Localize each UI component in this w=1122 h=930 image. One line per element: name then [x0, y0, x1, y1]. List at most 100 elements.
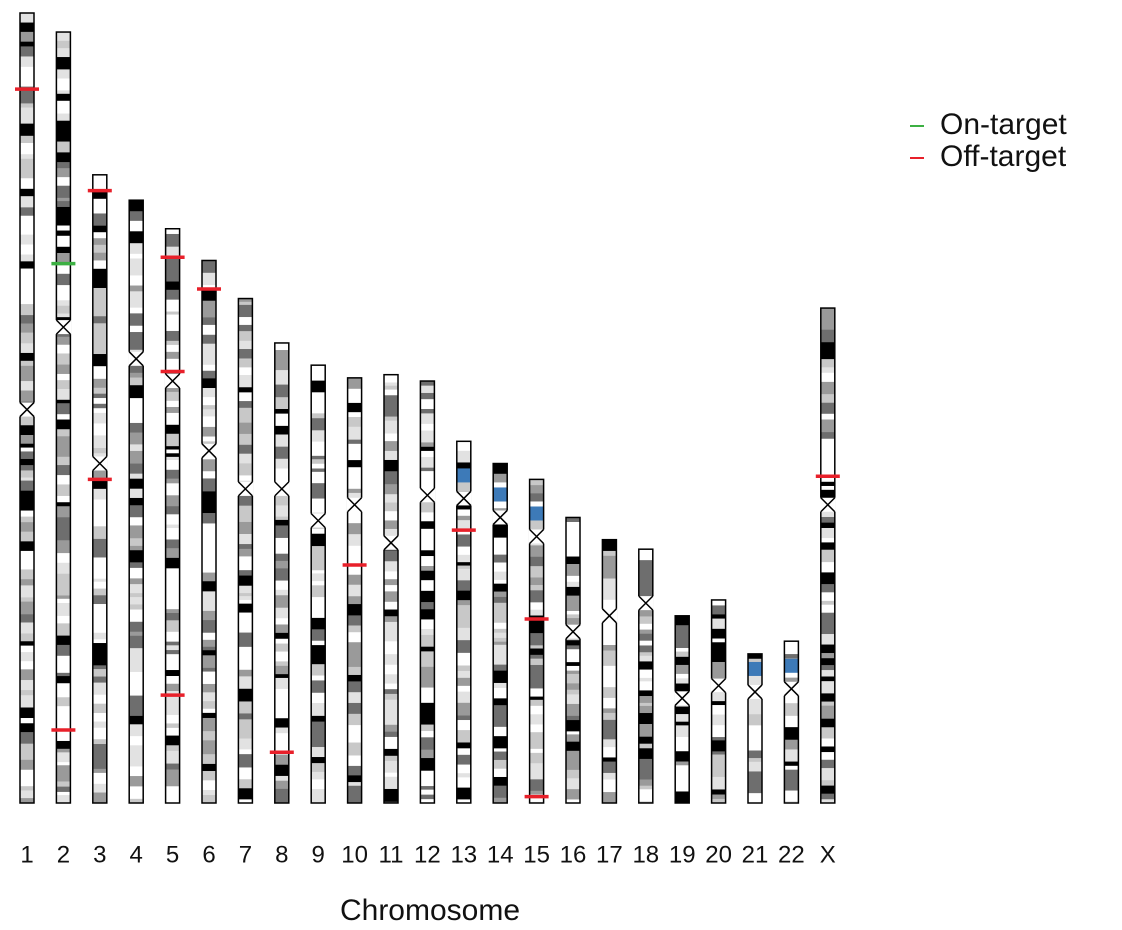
band: [384, 689, 398, 694]
band: [166, 775, 180, 782]
band: [238, 754, 252, 762]
satellite: [457, 468, 471, 482]
chromosome: [784, 641, 798, 809]
band: [821, 432, 835, 439]
band: [56, 749, 70, 753]
band: [311, 597, 325, 607]
band: [20, 118, 34, 124]
band: [129, 263, 143, 275]
band: [166, 229, 180, 235]
band: [56, 530, 70, 541]
band: [348, 382, 362, 390]
band: [93, 669, 107, 677]
band: [56, 683, 70, 693]
band: [56, 563, 70, 574]
band: [93, 539, 107, 550]
band: [821, 681, 835, 689]
band: [166, 642, 180, 646]
band: [166, 596, 180, 607]
band: [348, 714, 362, 726]
band: [20, 178, 34, 189]
band: [311, 459, 325, 464]
band: [129, 776, 143, 787]
band: [311, 757, 325, 764]
band: [166, 434, 180, 443]
band: [311, 483, 325, 495]
band: [384, 571, 398, 575]
band: [602, 622, 616, 628]
band: [275, 733, 289, 743]
band: [166, 654, 180, 667]
band: [129, 258, 143, 263]
chromosome: [348, 378, 362, 805]
chart: Chromosome 12345678910111213141516171819…: [0, 0, 1122, 930]
band: [93, 354, 107, 367]
band: [675, 791, 689, 803]
band: [129, 332, 143, 342]
band: [20, 42, 34, 47]
band: [202, 471, 216, 479]
band: [348, 615, 362, 626]
band: [93, 408, 107, 413]
band: [748, 732, 762, 739]
band: [348, 396, 362, 404]
band: [56, 583, 70, 596]
band: [238, 349, 252, 359]
band: [20, 207, 34, 216]
band: [348, 766, 362, 776]
band: [348, 657, 362, 667]
band: [20, 661, 34, 665]
band: [348, 585, 362, 597]
band: [457, 509, 471, 516]
band: [93, 232, 107, 239]
band: [238, 623, 252, 633]
band: [56, 722, 70, 726]
satellite: [784, 659, 798, 673]
band: [530, 665, 544, 678]
band: [202, 684, 216, 693]
band: [275, 644, 289, 652]
band: [712, 639, 726, 643]
band: [784, 770, 798, 780]
band: [56, 79, 70, 91]
band: [166, 401, 180, 408]
band: [821, 528, 835, 539]
band: [129, 568, 143, 579]
band: [566, 582, 580, 588]
band: [821, 572, 835, 584]
band: [20, 602, 34, 615]
band: [202, 371, 216, 375]
band: [93, 722, 107, 729]
band: [712, 795, 726, 800]
x-tick-label: 5: [166, 841, 179, 868]
band: [821, 634, 835, 645]
x-tick-label: 11: [379, 841, 404, 868]
band: [238, 719, 252, 727]
band: [457, 742, 471, 748]
band: [93, 238, 107, 245]
band: [384, 434, 398, 442]
band: [166, 715, 180, 724]
band: [20, 614, 34, 623]
band: [639, 549, 653, 560]
band: [602, 571, 616, 576]
band: [56, 274, 70, 286]
band: [384, 773, 398, 778]
band: [420, 688, 434, 698]
band: [457, 755, 471, 765]
band: [311, 629, 325, 635]
band: [566, 564, 580, 576]
band: [166, 609, 180, 613]
band: [238, 408, 252, 417]
band: [56, 380, 70, 389]
band: [202, 409, 216, 417]
band: [275, 414, 289, 427]
band: [602, 727, 616, 740]
band: [821, 330, 835, 343]
band: [56, 57, 70, 70]
band: [602, 655, 616, 667]
band: [93, 764, 107, 769]
band: [56, 429, 70, 437]
band: [129, 597, 143, 605]
band: [420, 629, 434, 635]
